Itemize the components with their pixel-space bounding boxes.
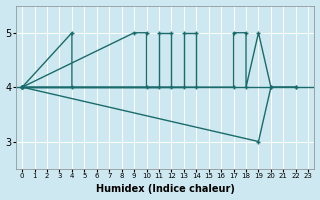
X-axis label: Humidex (Indice chaleur): Humidex (Indice chaleur) [96,184,235,194]
